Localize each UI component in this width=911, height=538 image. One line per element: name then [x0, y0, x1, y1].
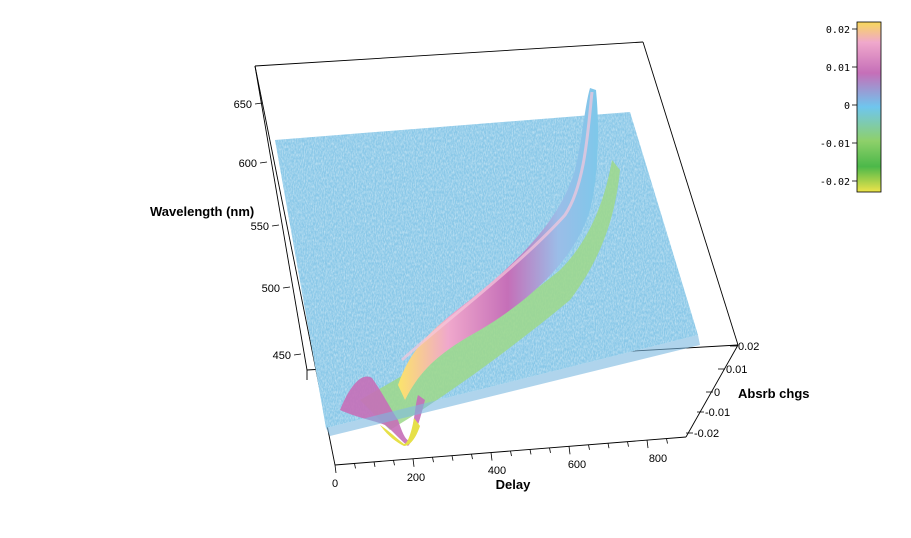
x-axis-tick: [471, 454, 473, 460]
x-tick-label: 600: [568, 459, 586, 471]
colorbar-tick-label: 0.02: [826, 25, 850, 36]
surface-texture: [275, 112, 698, 428]
x-axis-tick: [490, 452, 493, 461]
x-axis-tick: [432, 457, 434, 463]
z-tick-label: 0.01: [726, 364, 747, 376]
surface-front: [326, 335, 700, 436]
colorbar-tick-label: 0.01: [826, 63, 850, 74]
y-tick-label: 500: [262, 283, 280, 295]
z-axis-label: Absrb chgs: [738, 386, 810, 401]
x-axis-tick: [451, 455, 454, 461]
x-axis-tick: [354, 463, 356, 469]
dip-floor: [380, 418, 420, 446]
x-axis-tick: [568, 446, 571, 455]
x-axis-tick: [393, 460, 395, 466]
colorbar-tick-label: 0: [844, 101, 850, 112]
y-axis: 650 600 550 500 450 Wavelength (nm): [150, 99, 302, 362]
y-tick-label: 450: [273, 350, 291, 362]
x-axis-tick: [510, 450, 512, 457]
colorbar-gradient: [856, 21, 882, 193]
x-axis-tick: [588, 444, 590, 450]
x-axis-tick: [549, 447, 551, 453]
z-tick-label: 0.02: [738, 341, 759, 353]
z-tick-label: 0: [714, 387, 720, 399]
x-axis-tick: [646, 440, 649, 449]
ridge-crest: [400, 91, 594, 362]
x-axis-tick: [334, 464, 337, 474]
x-tick-label: 400: [488, 465, 506, 477]
z-tick-label: -0.02: [694, 428, 719, 440]
x-axis: 0 200 400 600 800 Delay: [332, 438, 668, 492]
x-axis-label: Delay: [496, 477, 531, 492]
z-tick-label: -0.01: [705, 407, 730, 419]
y-axis-label: Wavelength (nm): [150, 204, 254, 219]
x-tick-label: 200: [407, 472, 425, 484]
z-axis: 0.02 0.01 0 -0.01 -0.02 Absrb chgs: [686, 341, 810, 440]
y-tick-label: 600: [239, 158, 257, 170]
colorbar-tick-label: -0.02: [820, 177, 850, 188]
colorbar-tick-label: -0.01: [820, 139, 850, 150]
y-tick-label: 650: [234, 99, 252, 111]
x-axis-tick: [412, 458, 415, 467]
x-axis-tick: [607, 443, 610, 449]
dip-surface: [340, 376, 425, 446]
x-axis-minor-ticks: [334, 438, 668, 474]
x-tick-label: 0: [332, 478, 338, 490]
x-tick-label: 800: [649, 453, 667, 465]
x-axis-tick: [627, 441, 629, 447]
x-axis-tick: [666, 438, 668, 444]
x-axis-tick: [529, 449, 532, 455]
colorbar: 0.02 0.01 0 -0.01 -0.02: [820, 21, 882, 193]
x-axis-tick: [373, 461, 376, 467]
y-tick-label: 550: [251, 221, 269, 233]
